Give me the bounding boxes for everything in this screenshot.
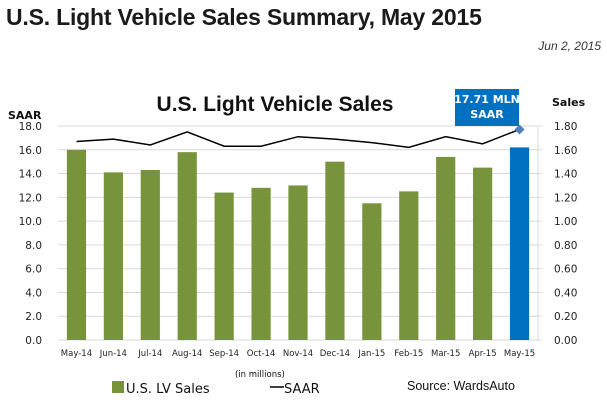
right-tick-label: 1.80 (554, 121, 577, 133)
x-tick-label: May-14 (61, 349, 92, 359)
right-tick-label: 0.20 (554, 311, 577, 323)
bar (362, 203, 382, 340)
right-tick-label: 0.00 (554, 335, 577, 347)
x-tick-label: Apr-15 (469, 349, 497, 359)
x-axis-ticks: May-14 Jun-14 Jul-14 Aug-14 Sep-14 Oct-14 Nov-… (61, 349, 535, 359)
bar (177, 152, 197, 340)
publish-date: Jun 2, 2015 (538, 39, 601, 53)
legend: (in millions) U.S. LV Sales SAAR (112, 370, 320, 397)
right-axis-title: Sales (552, 96, 586, 109)
left-tick-label: 12.0 (19, 192, 42, 204)
bar (214, 192, 234, 340)
bar (473, 167, 493, 340)
callout-line2: SAAR (470, 108, 504, 121)
callout-box: 17.71 MLN SAAR (454, 89, 520, 126)
bar-highlight (509, 147, 530, 340)
left-tick-label: 0.0 (25, 335, 42, 347)
legend-note: (in millions) (235, 370, 285, 380)
callout-line1: 17.71 MLN (454, 93, 520, 106)
left-tick-label: 8.0 (25, 240, 42, 252)
bars (66, 147, 530, 340)
right-tick-label: 0.40 (554, 287, 577, 299)
left-tick-label: 4.0 (25, 287, 42, 299)
x-tick-label: Aug-14 (172, 349, 202, 359)
x-tick-label: Jun-14 (99, 349, 127, 359)
right-tick-label: 1.60 (554, 145, 577, 157)
x-tick-label: Oct-14 (247, 349, 276, 359)
bar (66, 149, 87, 340)
legend-label-sales: U.S. LV Sales (126, 382, 210, 397)
left-tick-label: 18.0 (19, 121, 42, 133)
left-tick-label: 10.0 (19, 216, 42, 228)
x-tick-label: Mar-15 (431, 349, 460, 359)
bar (251, 187, 271, 340)
bar (288, 185, 308, 340)
left-tick-label: 14.0 (19, 169, 42, 181)
right-tick-label: 1.20 (554, 192, 577, 204)
chart-title: U.S. Light Vehicle Sales (157, 93, 394, 116)
left-tick-label: 6.0 (25, 264, 42, 276)
saar-marker (514, 124, 525, 135)
saar-line (76, 128, 520, 149)
x-tick-label: Feb-15 (394, 349, 423, 359)
left-axis-title: SAAR (8, 109, 42, 122)
bar (436, 156, 456, 340)
left-axis-ticks: 0.0 2.0 4.0 6.0 8.0 10.0 12.0 14.0 16.0 18.0 (19, 121, 42, 347)
page-title: U.S. Light Vehicle Sales Summary, May 20… (6, 4, 482, 30)
right-tick-label: 0.80 (554, 240, 577, 252)
bar (325, 161, 345, 340)
x-tick-label: Jul-14 (137, 349, 162, 359)
source-note: Source: WardsAuto (407, 379, 515, 393)
x-tick-label: Sep-14 (209, 349, 239, 359)
right-tick-label: 1.40 (554, 169, 577, 181)
right-axis-ticks: 0.00 0.20 0.40 0.60 0.80 1.00 1.20 1.40 1.60 1.80 (554, 121, 577, 347)
x-tick-label: Jan-15 (357, 349, 385, 359)
callout-background (455, 89, 519, 126)
saar-line-group (76, 124, 525, 149)
x-tick-label: May-15 (504, 349, 535, 359)
left-tick-label: 2.0 (25, 311, 42, 323)
bar (140, 169, 160, 340)
bar (399, 191, 419, 340)
x-tick-label: Nov-14 (283, 349, 313, 359)
right-tick-label: 0.60 (554, 264, 577, 276)
left-tick-label: 16.0 (19, 145, 42, 157)
legend-swatch-sales (112, 381, 124, 393)
right-tick-label: 1.00 (554, 216, 577, 228)
legend-label-saar: SAAR (284, 382, 320, 397)
bar (103, 172, 123, 340)
x-tick-label: Dec-14 (320, 349, 350, 359)
